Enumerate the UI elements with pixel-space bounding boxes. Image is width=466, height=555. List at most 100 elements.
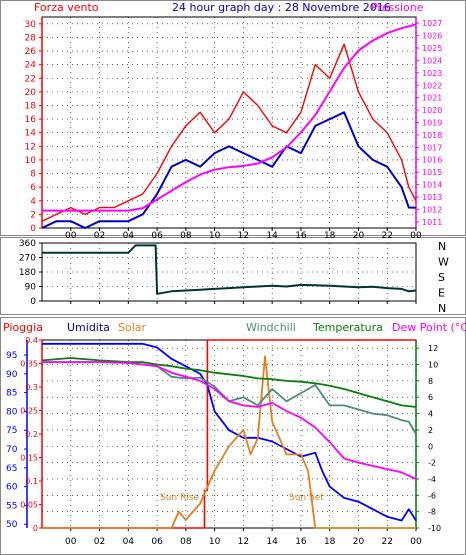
climate-x-tick-label: 08: [180, 537, 192, 547]
pressure-y-tick-label: 1020: [422, 106, 442, 115]
pressure-y-tick-label: 1015: [422, 168, 442, 177]
pressure-series: [42, 23, 417, 212]
rain-y-tick-label: 0.4: [25, 336, 38, 345]
wind-y-tick-label: 10: [25, 156, 37, 166]
humidity-series: [42, 342, 417, 522]
humidity-y-tick-label: 65: [6, 464, 17, 474]
climate-x-tick-label: 18: [324, 537, 336, 547]
wind-y-tick-label: 22: [25, 74, 36, 84]
chart-marks: 0246810121416182022242628301011101210131…: [6, 16, 449, 547]
wind-y-tick-label: 14: [25, 129, 37, 139]
solar-label: Solar: [118, 321, 147, 334]
pressure-axis-label: Pressione: [371, 1, 424, 14]
humidity-y-tick-label: 85: [6, 389, 17, 399]
wind-x-tick-label: 00: [65, 231, 77, 241]
temperature-label: Temperatura: [312, 321, 383, 334]
temp-y-tick-label: 0: [428, 442, 433, 451]
wind-y-tick-label: 20: [25, 88, 37, 98]
chart-title: 24 hour graph day : 28 Novembre 2016: [172, 1, 391, 14]
humidity-y-tick-label: 70: [6, 445, 18, 455]
temp-y-tick-label: -4: [428, 475, 436, 484]
temp-y-tick-label: 8: [428, 377, 433, 386]
wind-y-tick-label: 30: [25, 20, 37, 30]
pressure-y-tick-label: 1024: [422, 56, 442, 65]
sunrise-annotation: Sun Rise: [160, 493, 199, 503]
humidity-y-tick-label: 95: [6, 351, 17, 361]
humidity-y-tick-label: 90: [6, 370, 18, 380]
climate-x-tick-label: 22: [382, 537, 393, 547]
wind-y-tick-label: 16: [25, 115, 37, 125]
compass-label: W: [438, 256, 449, 269]
compass-label: E: [438, 287, 445, 300]
pressure-y-tick-label: 1022: [422, 81, 442, 90]
temp-y-tick-label: -2: [428, 459, 436, 468]
humidity-y-tick-label: 75: [6, 426, 17, 436]
rain-label: Pioggia: [3, 321, 43, 334]
wind-x-tick-label: 20: [353, 231, 365, 241]
compass-label: N: [438, 302, 446, 315]
wind-x-tick-label: 18: [324, 231, 336, 241]
wind-y-tick-label: 4: [30, 197, 36, 207]
wind-x-tick-label: 16: [295, 231, 307, 241]
wind-x-tick-label: 06: [151, 231, 163, 241]
rain-y-tick-label: 0.2: [25, 430, 38, 439]
rain-y-tick-label: 0.1: [25, 477, 38, 486]
pressure-y-tick-label: 1025: [422, 44, 442, 53]
pressure-y-tick-label: 1019: [422, 119, 442, 128]
wind-speed-series: [41, 111, 416, 229]
wind-y-tick-label: 18: [25, 101, 37, 111]
dewpoint-series: [42, 361, 417, 480]
temp-y-tick-label: -10: [428, 524, 441, 533]
dewpoint-label: Dew Point (°C): [392, 321, 466, 334]
temp-y-tick-label: -8: [428, 508, 436, 517]
direction-y-tick-label: 0: [30, 297, 36, 307]
top-frame: [0, 0, 466, 236]
wind-x-tick-label: 22: [382, 231, 393, 241]
climate-x-tick-label: 00: [65, 537, 77, 547]
rain-y-tick-label: 0.35: [20, 360, 38, 369]
pressure-y-tick-label: 1012: [422, 205, 442, 214]
direction-y-tick-label: 90: [25, 283, 37, 293]
wind-y-tick-label: 28: [25, 33, 37, 43]
temp-y-tick-label: 6: [428, 393, 433, 402]
climate-x-tick-label: 00: [410, 537, 422, 547]
compass-label: N: [438, 240, 446, 253]
mid-frame: [0, 237, 466, 315]
direction-series: [42, 244, 417, 295]
climate-x-tick-label: 12: [238, 537, 249, 547]
pressure-y-tick-label: 1021: [422, 94, 442, 103]
humidity-y-tick-label: 60: [6, 483, 18, 493]
rain-y-tick-label: 0.15: [20, 454, 38, 463]
wind-y-tick-label: 12: [25, 142, 36, 152]
humidity-y-tick-label: 55: [6, 501, 17, 511]
wind-y-tick-label: 8: [30, 170, 36, 180]
wind-y-tick-label: 24: [25, 61, 37, 71]
pressure-y-tick-label: 1027: [422, 19, 442, 28]
wind-y-tick-label: 0: [30, 224, 36, 234]
pressure-y-tick-label: 1023: [422, 69, 442, 78]
humidity-y-tick-label: 80: [6, 407, 18, 417]
pressure-y-tick-label: 1013: [422, 193, 442, 202]
wind-gust-series: [41, 43, 417, 222]
climate-x-tick-label: 04: [123, 537, 135, 547]
pressure-y-tick-label: 1018: [422, 131, 442, 140]
climate-x-tick-label: 02: [94, 537, 105, 547]
rain-y-tick-label: 0.05: [20, 501, 38, 510]
wind-y-tick-label: 26: [25, 47, 37, 57]
climate-x-tick-label: 14: [266, 537, 278, 547]
wind-x-tick-label: 02: [94, 231, 105, 241]
climate-x-tick-label: 20: [353, 537, 365, 547]
rain-y-tick-label: 0.3: [25, 383, 38, 392]
wind-axis-label: Forza vento: [34, 1, 99, 14]
pressure-y-tick-label: 1026: [422, 32, 442, 41]
climate-x-tick-label: 06: [151, 537, 163, 547]
pressure-y-tick-label: 1017: [422, 143, 442, 152]
temp-y-tick-label: 4: [428, 410, 433, 419]
direction-y-tick-label: 180: [19, 268, 36, 278]
windchill-series: [42, 361, 417, 435]
wind-x-tick-label: 10: [209, 231, 221, 241]
temp-y-tick-label: -6: [428, 491, 436, 500]
pressure-y-tick-label: 1011: [422, 218, 442, 227]
climate-x-tick-label: 10: [209, 537, 221, 547]
